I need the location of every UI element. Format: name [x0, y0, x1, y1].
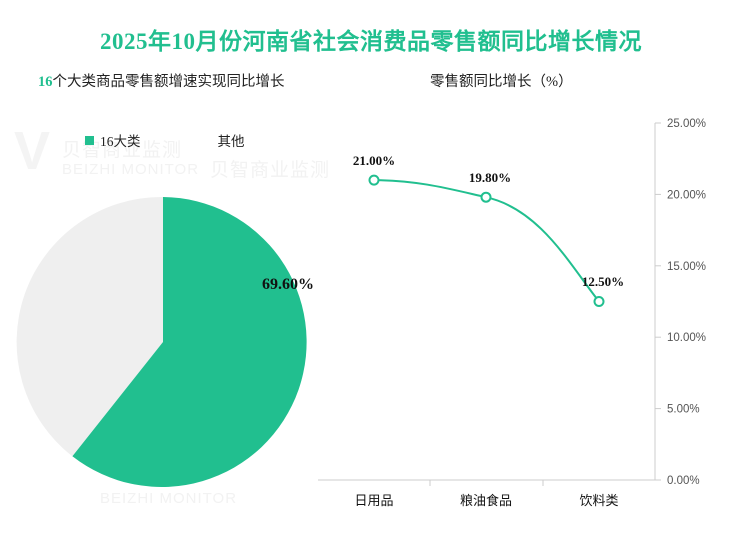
y-axis-ticks: 0.00% 5.00% 10.00% 15.00% 20.00% 25.00%: [655, 118, 706, 487]
legend-item-other[interactable]: 其他: [202, 130, 245, 150]
data-point-marker[interactable]: [368, 174, 380, 186]
pie-subtitle: 16个大类商品零售额增速实现同比增长: [38, 70, 285, 91]
pie-subtitle-text: 个大类商品零售额增速实现同比增长: [52, 74, 285, 90]
y-tick-label: 10.00%: [667, 332, 706, 344]
watermark-logo: V: [14, 121, 51, 181]
line-chart: 0.00% 5.00% 10.00% 15.00% 20.00% 25.00%: [310, 105, 742, 525]
legend-swatch-icon: [85, 135, 94, 145]
pie-chart-svg: [16, 196, 307, 487]
data-point-marker[interactable]: [593, 296, 605, 307]
x-category-label: 粮油食品: [460, 493, 512, 508]
pie-slice-other[interactable]: [16, 196, 163, 457]
x-axis-ticks: [429, 480, 544, 486]
pie-slice-label: 69.60%: [262, 276, 314, 293]
watermark-text: BEIZHI MONITOR: [62, 161, 200, 178]
data-point-label: 19.80%: [469, 170, 511, 185]
pie-legend: 16大类 其他: [85, 130, 245, 150]
legend-label: 其他: [217, 134, 245, 149]
y-tick-label: 20.00%: [667, 189, 706, 201]
x-category-label: 饮料类: [579, 493, 618, 508]
data-point-label: 21.00%: [353, 153, 395, 168]
page-title: 2025年10月份河南省社会消费品零售额同比增长情况: [100, 29, 642, 54]
y-tick-label: 0.00%: [667, 475, 700, 487]
legend-label: 16大类: [100, 134, 141, 149]
y-tick-label: 5.00%: [667, 404, 700, 416]
y-tick-label: 25.00%: [667, 118, 706, 130]
pie-chart: [6, 185, 336, 515]
line-chart-svg: 0.00% 5.00% 10.00% 15.00% 20.00% 25.00%: [318, 118, 706, 508]
legend-item-main[interactable]: 16大类: [85, 130, 141, 150]
legend-swatch-icon: [202, 135, 212, 145]
data-point-marker[interactable]: [480, 191, 492, 203]
pie-subtitle-number: 16: [38, 74, 53, 90]
x-category-label: 日用品: [354, 493, 393, 508]
line-subtitle: 零售额同比增长（%）: [430, 74, 573, 90]
pie-slice-main[interactable]: [72, 197, 307, 487]
data-point-label: 12.50%: [582, 274, 624, 289]
y-tick-label: 15.00%: [667, 261, 706, 273]
